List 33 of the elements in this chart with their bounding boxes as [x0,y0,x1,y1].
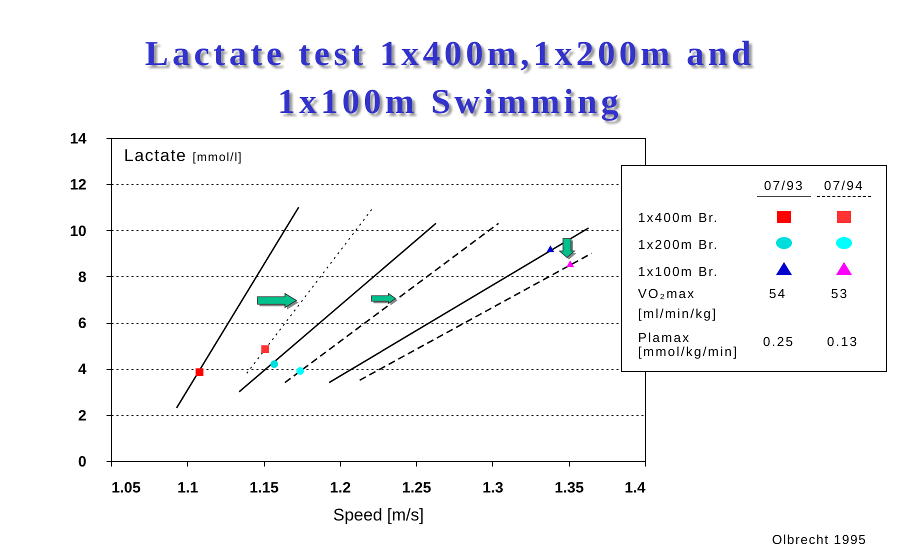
x-tick-label: 1.05 [112,480,141,496]
x-tick-label: 1.25 [402,480,432,496]
text: 0.13 [827,334,858,349]
x-tick-label: 1.35 [554,480,584,496]
x-tick-label: 1.4 [624,480,646,496]
x-tick-label: 1.1 [177,480,198,496]
chart-title: Lactate test 1x400m,1x200m and 1x100m Swimming [144,33,756,123]
annotation: Plamax [638,330,690,345]
y-tick-label: 14 [70,130,88,148]
text: Olbrecht 1995 [772,532,867,547]
annotation: 1x400m Br. [638,210,719,225]
text: 53 [831,286,848,301]
y-tick-label: 2 [78,407,86,424]
y-tick-label: 8 [78,268,86,286]
annotation: 1x100m Br. [638,264,719,279]
y-tick-label: 6 [78,315,86,332]
text: 07/94 [817,178,871,197]
annotation: 1x200m Br. [638,237,719,252]
x-tick-label: 1.3 [482,480,504,496]
y-tick-label: 4 [78,361,88,378]
x-tick-label: 1.15 [249,480,279,496]
text: 07/93 [757,178,811,197]
text: 0.25 [763,334,794,349]
x-axis-title: Speed [m/s] [333,506,424,524]
y-tick-label: 0 [78,454,86,470]
annotation: VO₂max [638,286,696,301]
annotation: [mmol/kg/min] [638,344,738,359]
x-tick-label: 1.2 [330,480,351,496]
annotation: [ml/min/kg] [638,306,718,321]
y-axis-title: Lactate [mmol/l] [124,146,242,166]
text: 54 [769,286,786,301]
y-tick-label: 10 [70,222,86,240]
y-tick-label: 12 [70,176,86,194]
